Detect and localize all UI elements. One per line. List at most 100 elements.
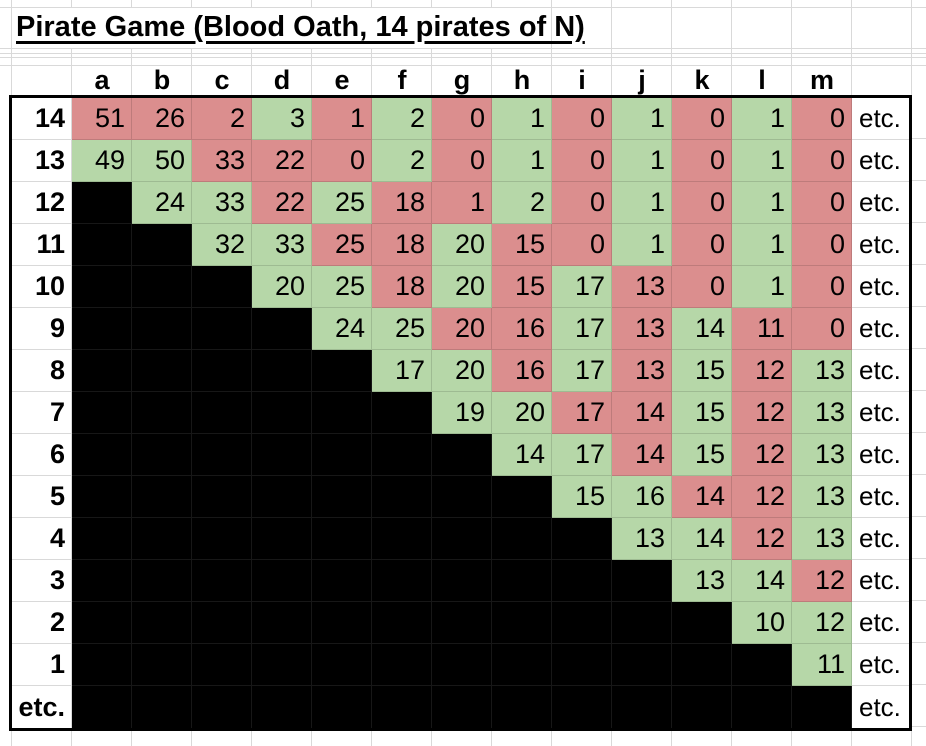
column-header-d[interactable]: d <box>273 64 291 95</box>
cell-l-13[interactable]: 1 <box>732 140 792 182</box>
black-cell[interactable] <box>372 392 432 434</box>
etc-cell[interactable]: etc. <box>852 602 909 644</box>
black-cell[interactable] <box>612 560 672 602</box>
black-cell[interactable] <box>792 686 852 728</box>
black-cell[interactable] <box>432 560 492 602</box>
black-cell[interactable] <box>312 476 372 518</box>
cell-m-5[interactable]: 13 <box>792 476 852 518</box>
black-cell[interactable] <box>372 518 432 560</box>
cell-c-13[interactable]: 33 <box>192 140 252 182</box>
black-cell[interactable] <box>312 518 372 560</box>
black-cell[interactable] <box>492 476 552 518</box>
black-cell[interactable] <box>432 518 492 560</box>
black-cell[interactable] <box>132 476 192 518</box>
column-header-k[interactable]: k <box>694 64 710 95</box>
black-cell[interactable] <box>192 266 252 308</box>
black-cell[interactable] <box>132 434 192 476</box>
cell-k-4[interactable]: 14 <box>672 518 732 560</box>
cell-f-13[interactable]: 2 <box>372 140 432 182</box>
etc-cell[interactable]: etc. <box>852 98 909 140</box>
cell-d-12[interactable]: 22 <box>252 182 312 224</box>
black-cell[interactable] <box>252 560 312 602</box>
cell-h-9[interactable]: 16 <box>492 308 552 350</box>
black-cell[interactable] <box>432 602 492 644</box>
black-cell[interactable] <box>252 518 312 560</box>
etc-cell[interactable]: etc. <box>852 476 909 518</box>
black-cell[interactable] <box>312 644 372 686</box>
cell-l-3[interactable]: 14 <box>732 560 792 602</box>
cell-g-13[interactable]: 0 <box>432 140 492 182</box>
black-cell[interactable] <box>612 644 672 686</box>
cell-e-9[interactable]: 24 <box>312 308 372 350</box>
black-cell[interactable] <box>372 560 432 602</box>
black-cell[interactable] <box>492 518 552 560</box>
black-cell[interactable] <box>72 476 132 518</box>
black-cell[interactable] <box>552 518 612 560</box>
cell-j-14[interactable]: 1 <box>612 98 672 140</box>
cell-j-11[interactable]: 1 <box>612 224 672 266</box>
black-cell[interactable] <box>672 602 732 644</box>
cell-a-13[interactable]: 49 <box>72 140 132 182</box>
black-cell[interactable] <box>552 686 612 728</box>
cell-k-3[interactable]: 13 <box>672 560 732 602</box>
cell-g-11[interactable]: 20 <box>432 224 492 266</box>
black-cell[interactable] <box>132 518 192 560</box>
cell-l-6[interactable]: 12 <box>732 434 792 476</box>
row-label-11[interactable]: 11 <box>12 224 72 266</box>
cell-i-6[interactable]: 17 <box>552 434 612 476</box>
black-cell[interactable] <box>312 602 372 644</box>
cell-l-14[interactable]: 1 <box>732 98 792 140</box>
black-cell[interactable] <box>432 644 492 686</box>
black-cell[interactable] <box>72 182 132 224</box>
black-cell[interactable] <box>132 266 192 308</box>
cell-l-8[interactable]: 12 <box>732 350 792 392</box>
black-cell[interactable] <box>372 644 432 686</box>
cell-b-14[interactable]: 26 <box>132 98 192 140</box>
column-header-b[interactable]: b <box>153 64 171 95</box>
cell-e-14[interactable]: 1 <box>312 98 372 140</box>
cell-i-13[interactable]: 0 <box>552 140 612 182</box>
cell-k-8[interactable]: 15 <box>672 350 732 392</box>
cell-m-3[interactable]: 12 <box>792 560 852 602</box>
cell-k-11[interactable]: 0 <box>672 224 732 266</box>
black-cell[interactable] <box>132 392 192 434</box>
cell-l-10[interactable]: 1 <box>732 266 792 308</box>
cell-i-10[interactable]: 17 <box>552 266 612 308</box>
black-cell[interactable] <box>612 602 672 644</box>
cell-m-6[interactable]: 13 <box>792 434 852 476</box>
black-cell[interactable] <box>192 518 252 560</box>
black-cell[interactable] <box>312 392 372 434</box>
cell-j-8[interactable]: 13 <box>612 350 672 392</box>
black-cell[interactable] <box>132 686 192 728</box>
black-cell[interactable] <box>492 644 552 686</box>
row-label-14[interactable]: 14 <box>12 98 72 140</box>
black-cell[interactable] <box>492 560 552 602</box>
cell-g-8[interactable]: 20 <box>432 350 492 392</box>
black-cell[interactable] <box>192 434 252 476</box>
cell-m-11[interactable]: 0 <box>792 224 852 266</box>
black-cell[interactable] <box>372 602 432 644</box>
cell-j-7[interactable]: 14 <box>612 392 672 434</box>
row-label-4[interactable]: 4 <box>12 518 72 560</box>
cell-l-12[interactable]: 1 <box>732 182 792 224</box>
cell-m-13[interactable]: 0 <box>792 140 852 182</box>
cell-l-9[interactable]: 11 <box>732 308 792 350</box>
column-header-i[interactable]: i <box>578 64 586 95</box>
black-cell[interactable] <box>132 350 192 392</box>
row-label-7[interactable]: 7 <box>12 392 72 434</box>
cell-k-10[interactable]: 0 <box>672 266 732 308</box>
column-header-h[interactable]: h <box>513 64 531 95</box>
cell-k-6[interactable]: 15 <box>672 434 732 476</box>
cell-i-9[interactable]: 17 <box>552 308 612 350</box>
etc-cell[interactable]: etc. <box>852 518 909 560</box>
row-label-6[interactable]: 6 <box>12 434 72 476</box>
cell-g-14[interactable]: 0 <box>432 98 492 140</box>
cell-i-5[interactable]: 15 <box>552 476 612 518</box>
cell-e-12[interactable]: 25 <box>312 182 372 224</box>
column-header-f[interactable]: f <box>397 64 407 95</box>
black-cell[interactable] <box>312 560 372 602</box>
black-cell[interactable] <box>72 434 132 476</box>
cell-d-11[interactable]: 33 <box>252 224 312 266</box>
cell-l-4[interactable]: 12 <box>732 518 792 560</box>
black-cell[interactable] <box>192 476 252 518</box>
